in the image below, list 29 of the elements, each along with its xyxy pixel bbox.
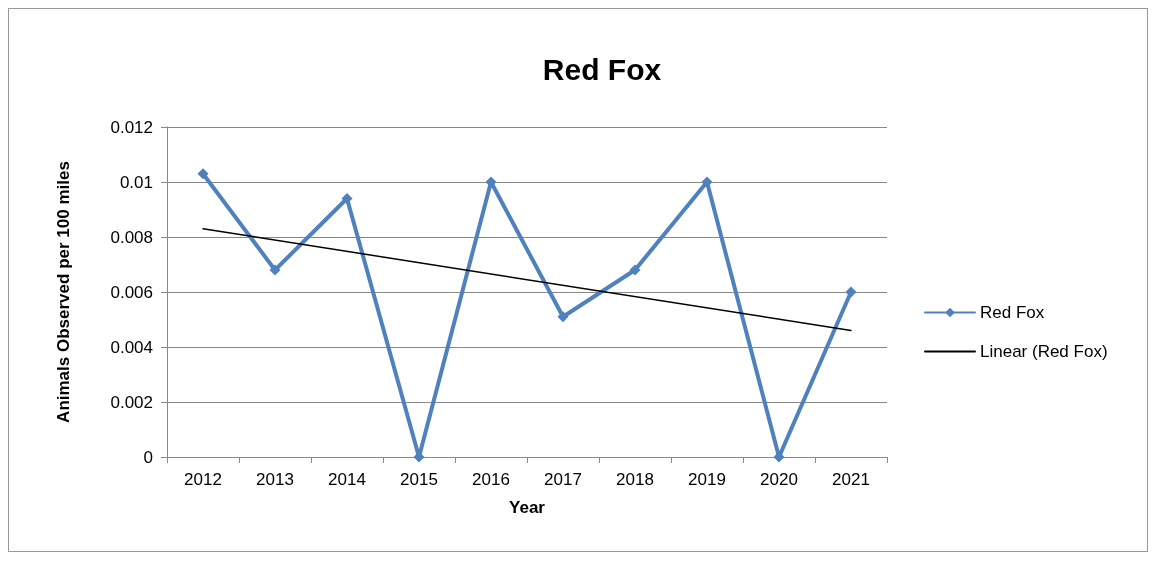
x-axis-title: Year [509,498,546,517]
x-tick-label: 2012 [184,470,222,489]
point [845,286,857,298]
y-tick-label: 0.002 [110,392,153,412]
x-tick-label: 2017 [544,470,582,489]
x-tick-label: 2018 [616,470,654,489]
point [269,264,281,276]
x-tick-label: 2020 [760,470,798,489]
x-tick-label: 2019 [688,470,726,489]
y-tick-label: 0.006 [110,282,153,302]
x-tick-label: 2016 [472,470,510,489]
point [197,168,209,180]
y-tick-label: 0.01 [119,172,153,192]
chart-title: Red Fox [542,52,662,86]
y-tick-label: 0 [143,447,153,467]
legend-label: Linear (Red Fox) [980,342,1108,361]
x-tick-label: 2015 [400,470,438,489]
point [629,264,641,276]
x-tick-label: 2021 [832,470,870,489]
point [557,311,569,323]
legend-label: Red Fox [980,303,1045,322]
point [701,176,713,188]
y-tick-label: 0.012 [110,117,153,137]
x-tick-label: 2014 [328,470,366,489]
y-tick-label: 0.008 [110,227,153,247]
y-tick-label: 0.004 [110,337,153,357]
y-axis-title: Animals Observed per 100 miles [54,161,73,423]
x-tick-label: 2013 [256,470,294,489]
point [341,193,353,204]
